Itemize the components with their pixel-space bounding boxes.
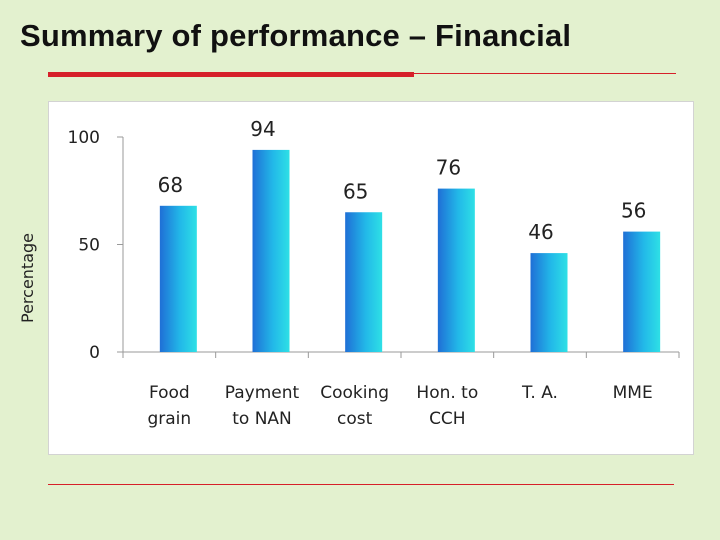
category-label: Payment to NAN xyxy=(225,383,300,429)
category-label-line: Cooking xyxy=(320,383,389,403)
category-label-line: grain xyxy=(147,409,191,429)
y-axis-label: Percentage xyxy=(18,233,37,323)
category-label: MME xyxy=(613,383,653,403)
category-label-line: T. A. xyxy=(521,383,558,403)
footer-rule xyxy=(48,484,674,485)
bar xyxy=(252,149,290,352)
category-label-line: Payment xyxy=(225,383,300,403)
category-label-line: MME xyxy=(613,383,653,403)
bar xyxy=(159,205,197,352)
bar xyxy=(530,253,568,352)
chart-axes: 0 50 100 xyxy=(68,128,680,363)
category-label: Hon. to CCH xyxy=(416,383,478,429)
data-label: 76 xyxy=(436,156,461,180)
chart-bars xyxy=(159,149,661,352)
category-label-line: Food xyxy=(149,383,190,403)
category-label: T. A. xyxy=(521,383,558,403)
data-label: 68 xyxy=(158,173,183,197)
category-label-line: CCH xyxy=(429,409,466,429)
bar xyxy=(345,212,383,352)
y-tick-label: 50 xyxy=(78,236,100,256)
bar xyxy=(437,188,475,352)
title-underline-thin xyxy=(414,73,676,74)
chart-labels: 68 Food grain 94 Payment to NAN 65 Cooking cost 7… xyxy=(147,117,652,429)
y-tick-label: 100 xyxy=(68,128,100,148)
category-label-line: to NAN xyxy=(232,409,292,429)
category-label-line: Hon. to xyxy=(416,383,478,403)
bar xyxy=(623,231,661,352)
category-label: Cooking cost xyxy=(320,383,389,429)
data-label: 65 xyxy=(343,179,368,203)
title-underline-thick xyxy=(48,72,414,77)
data-label: 94 xyxy=(250,117,275,141)
slide-title: Summary of performance – Financial xyxy=(20,18,572,53)
category-label-line: cost xyxy=(337,409,373,429)
y-tick-label: 0 xyxy=(89,343,100,363)
category-label: Food grain xyxy=(147,383,191,429)
data-label: 56 xyxy=(621,199,646,223)
data-label: 46 xyxy=(528,220,553,244)
